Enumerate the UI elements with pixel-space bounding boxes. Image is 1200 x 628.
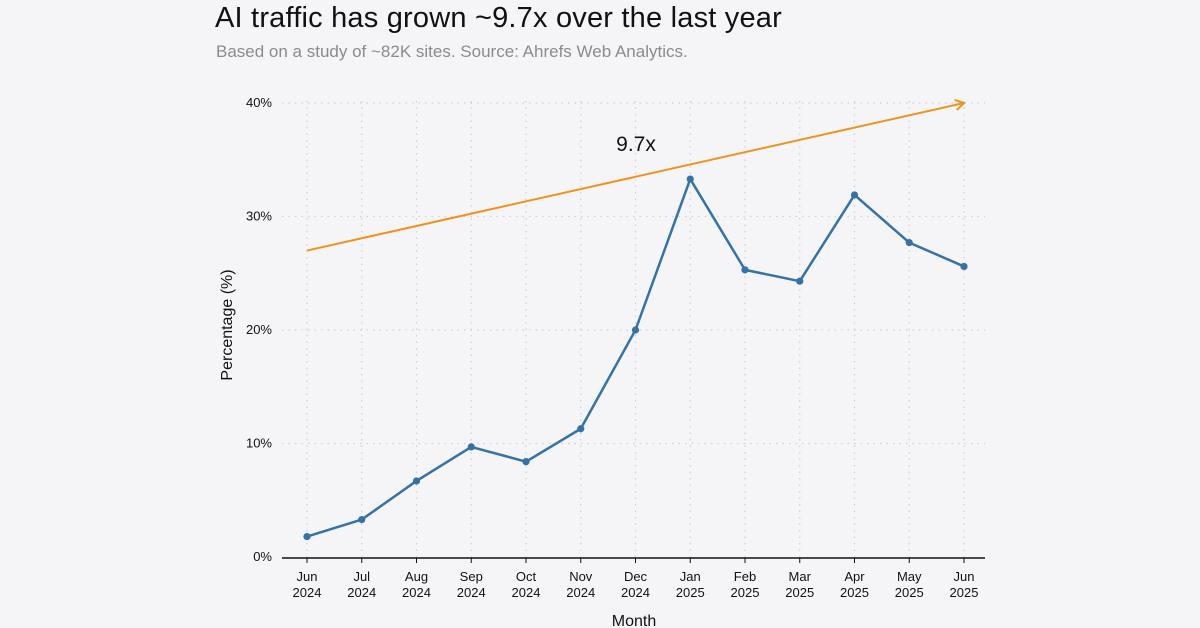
data-point <box>686 175 694 183</box>
x-tick-label: May 2025 <box>895 569 924 600</box>
label-layer: 0% 10% 20% 30% 40% Jun 2024 Jul 2024 Aug 2024 Sep 20… <box>246 95 978 600</box>
x-tick-label: Jul 2024 <box>347 569 376 600</box>
x-tick-label: Mar 2025 <box>785 569 814 600</box>
chart-subtitle: Based on a study of ~82K sites. Source: … <box>216 42 688 61</box>
data-point <box>631 326 640 334</box>
x-tick-label: Jun 2025 <box>950 569 979 600</box>
y-tick-label: 0% <box>253 549 272 564</box>
x-tick-label: Nov 2024 <box>566 569 595 600</box>
y-tick-label: 30% <box>246 209 272 224</box>
x-tick-label: Oct 2024 <box>512 569 541 600</box>
x-tick-label: Feb 2025 <box>731 569 760 600</box>
axis-layer <box>282 557 985 563</box>
x-tick-label: Apr 2025 <box>840 569 869 600</box>
x-tick-label: Dec 2024 <box>621 569 650 600</box>
y-axis-label: Percentage (%) <box>219 269 236 380</box>
data-point <box>467 443 475 451</box>
x-axis-label: Month <box>612 613 656 628</box>
x-tick-label: Jun 2024 <box>293 569 322 600</box>
data-point <box>905 239 913 247</box>
data-point <box>796 277 804 285</box>
data-point <box>577 425 585 433</box>
x-tick-label: Aug 2024 <box>402 569 431 600</box>
data-point <box>850 191 859 199</box>
chart-title: AI traffic has grown ~9.7x over the last… <box>215 2 782 34</box>
trend-layer <box>306 98 966 252</box>
series-layer <box>303 175 968 541</box>
y-tick-label: 20% <box>246 322 272 337</box>
data-point <box>303 532 311 541</box>
growth-annotation: 9.7x <box>616 133 656 156</box>
data-point <box>741 266 749 274</box>
y-tick-label: 40% <box>246 95 272 110</box>
trend-arrow-line <box>306 102 965 252</box>
data-point <box>522 458 530 466</box>
data-point <box>358 515 366 524</box>
trend-arrow-head <box>954 98 966 111</box>
grid-layer <box>282 101 985 557</box>
y-tick-label: 10% <box>246 436 272 451</box>
series-line <box>306 177 965 538</box>
x-tick-label: Sep 2024 <box>457 569 486 600</box>
data-point <box>960 262 968 271</box>
data-point <box>412 477 421 485</box>
x-tick-label: Jan 2025 <box>676 569 705 600</box>
